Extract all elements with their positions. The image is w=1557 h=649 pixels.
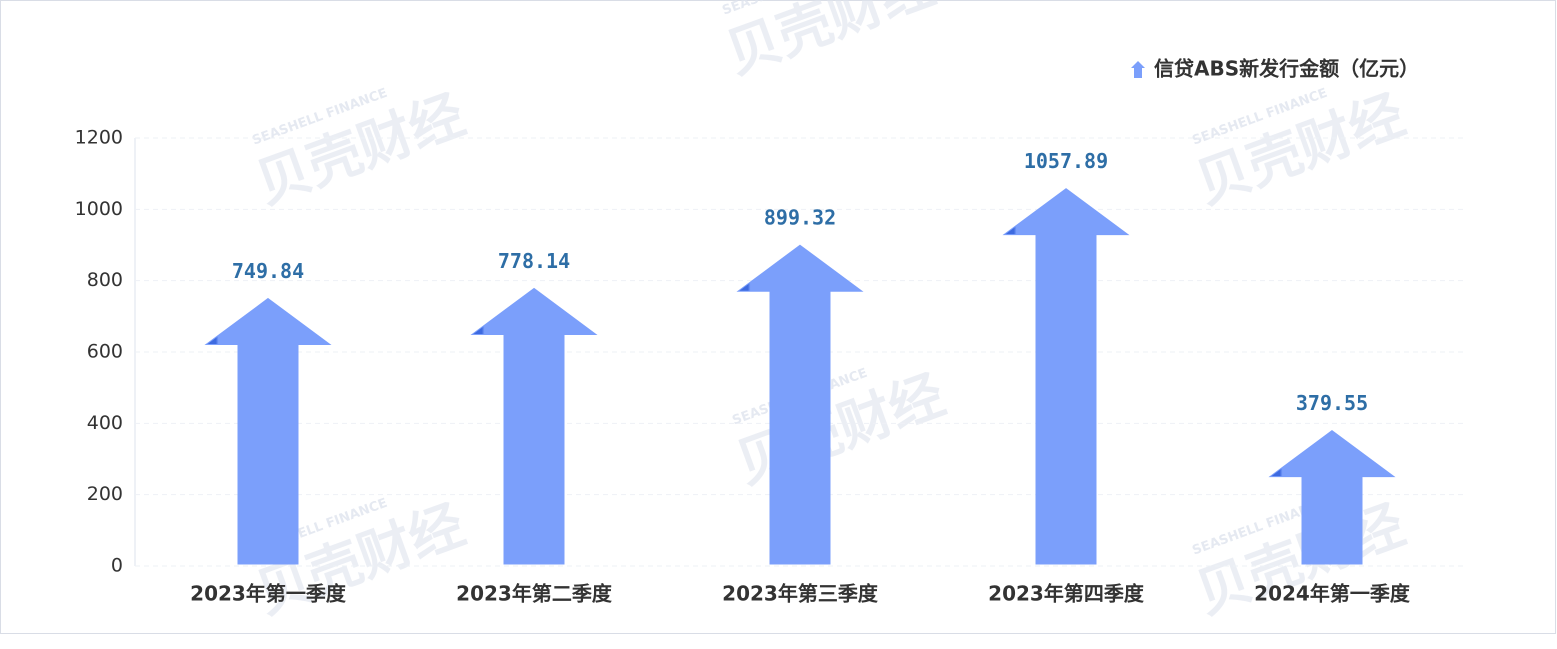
- y-tick-label: 600: [87, 341, 123, 363]
- x-tick-label: 2024年第一季度: [1254, 582, 1411, 606]
- y-tick-label: 1000: [75, 198, 123, 220]
- arrow-bar: [1268, 430, 1396, 565]
- value-label: 749.84: [232, 259, 304, 283]
- x-tick-label: 2023年第四季度: [988, 582, 1145, 606]
- y-tick-label: 1200: [75, 127, 123, 149]
- legend-icon: [1131, 61, 1145, 78]
- y-tick-label: 0: [111, 555, 123, 577]
- y-tick-label: 200: [87, 483, 123, 505]
- value-label: 379.55: [1296, 391, 1368, 415]
- value-label: 1057.89: [1024, 149, 1108, 173]
- x-tick-label: 2023年第二季度: [456, 582, 613, 606]
- arrow-bar: [470, 287, 598, 565]
- arrow-bar: [1002, 188, 1130, 565]
- x-tick-label: 2023年第三季度: [722, 582, 879, 606]
- arrow-bar: [736, 244, 864, 565]
- y-tick-label: 400: [87, 412, 123, 434]
- y-tick-label: 800: [87, 269, 123, 291]
- arrow-bar: [204, 297, 332, 565]
- value-label: 899.32: [764, 206, 836, 230]
- legend-label: 信贷ABS新发行金额（亿元）: [1154, 57, 1419, 81]
- value-label: 778.14: [498, 249, 570, 273]
- x-tick-label: 2023年第一季度: [190, 582, 347, 606]
